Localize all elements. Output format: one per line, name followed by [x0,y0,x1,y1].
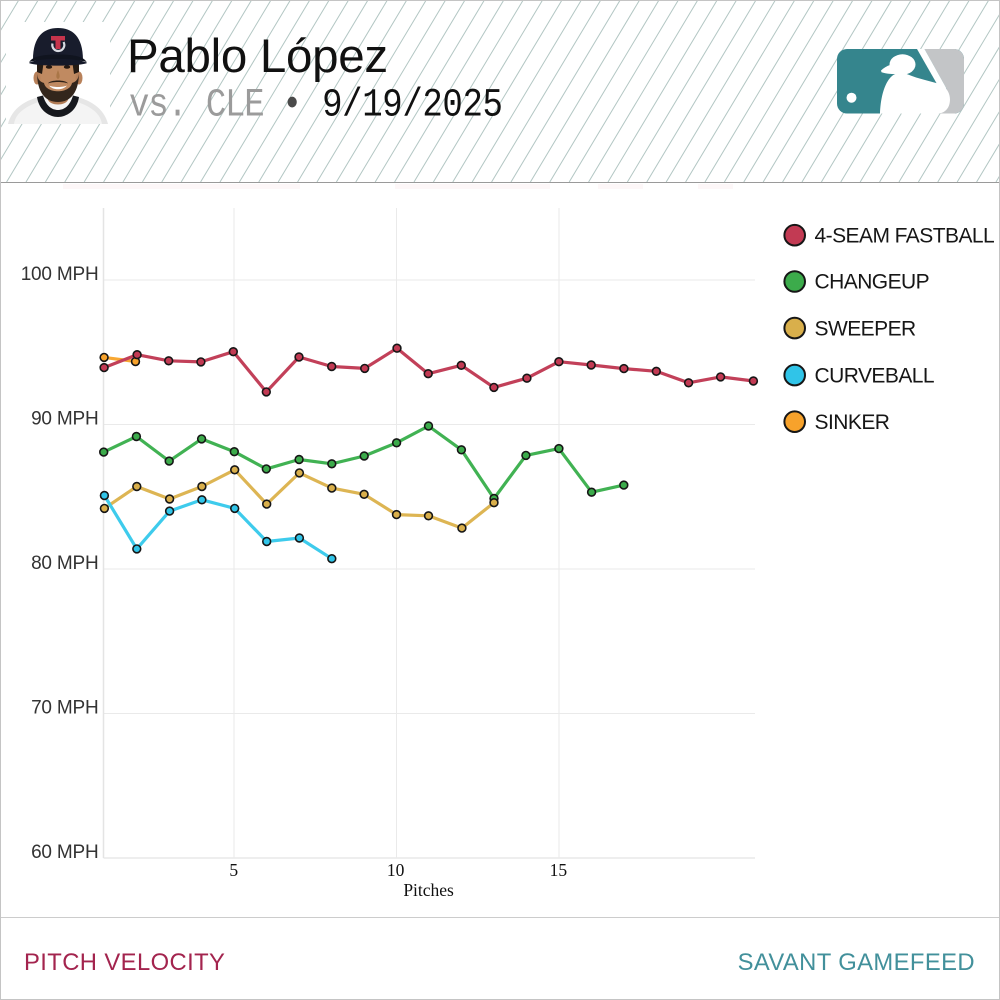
svg-text:90 MPH: 90 MPH [31,409,98,430]
svg-text:60 MPH: 60 MPH [31,842,98,863]
svg-text:SWEEPER: SWEEPER [815,317,917,340]
svg-text:100 MPH: 100 MPH [21,264,99,285]
svg-text:CURVEBALL: CURVEBALL [815,364,935,387]
svg-text:15: 15 [550,860,568,880]
svg-text:5: 5 [229,860,238,880]
svg-text:4-SEAM FASTBALL: 4-SEAM FASTBALL [815,224,995,247]
svg-text:10: 10 [387,860,405,880]
svg-text:CHANGEUP: CHANGEUP [815,271,930,294]
svg-text:80 MPH: 80 MPH [31,553,98,574]
svg-text:Pitches: Pitches [403,880,454,900]
svg-text:SINKER: SINKER [815,411,890,434]
svg-text:70 MPH: 70 MPH [31,698,98,719]
